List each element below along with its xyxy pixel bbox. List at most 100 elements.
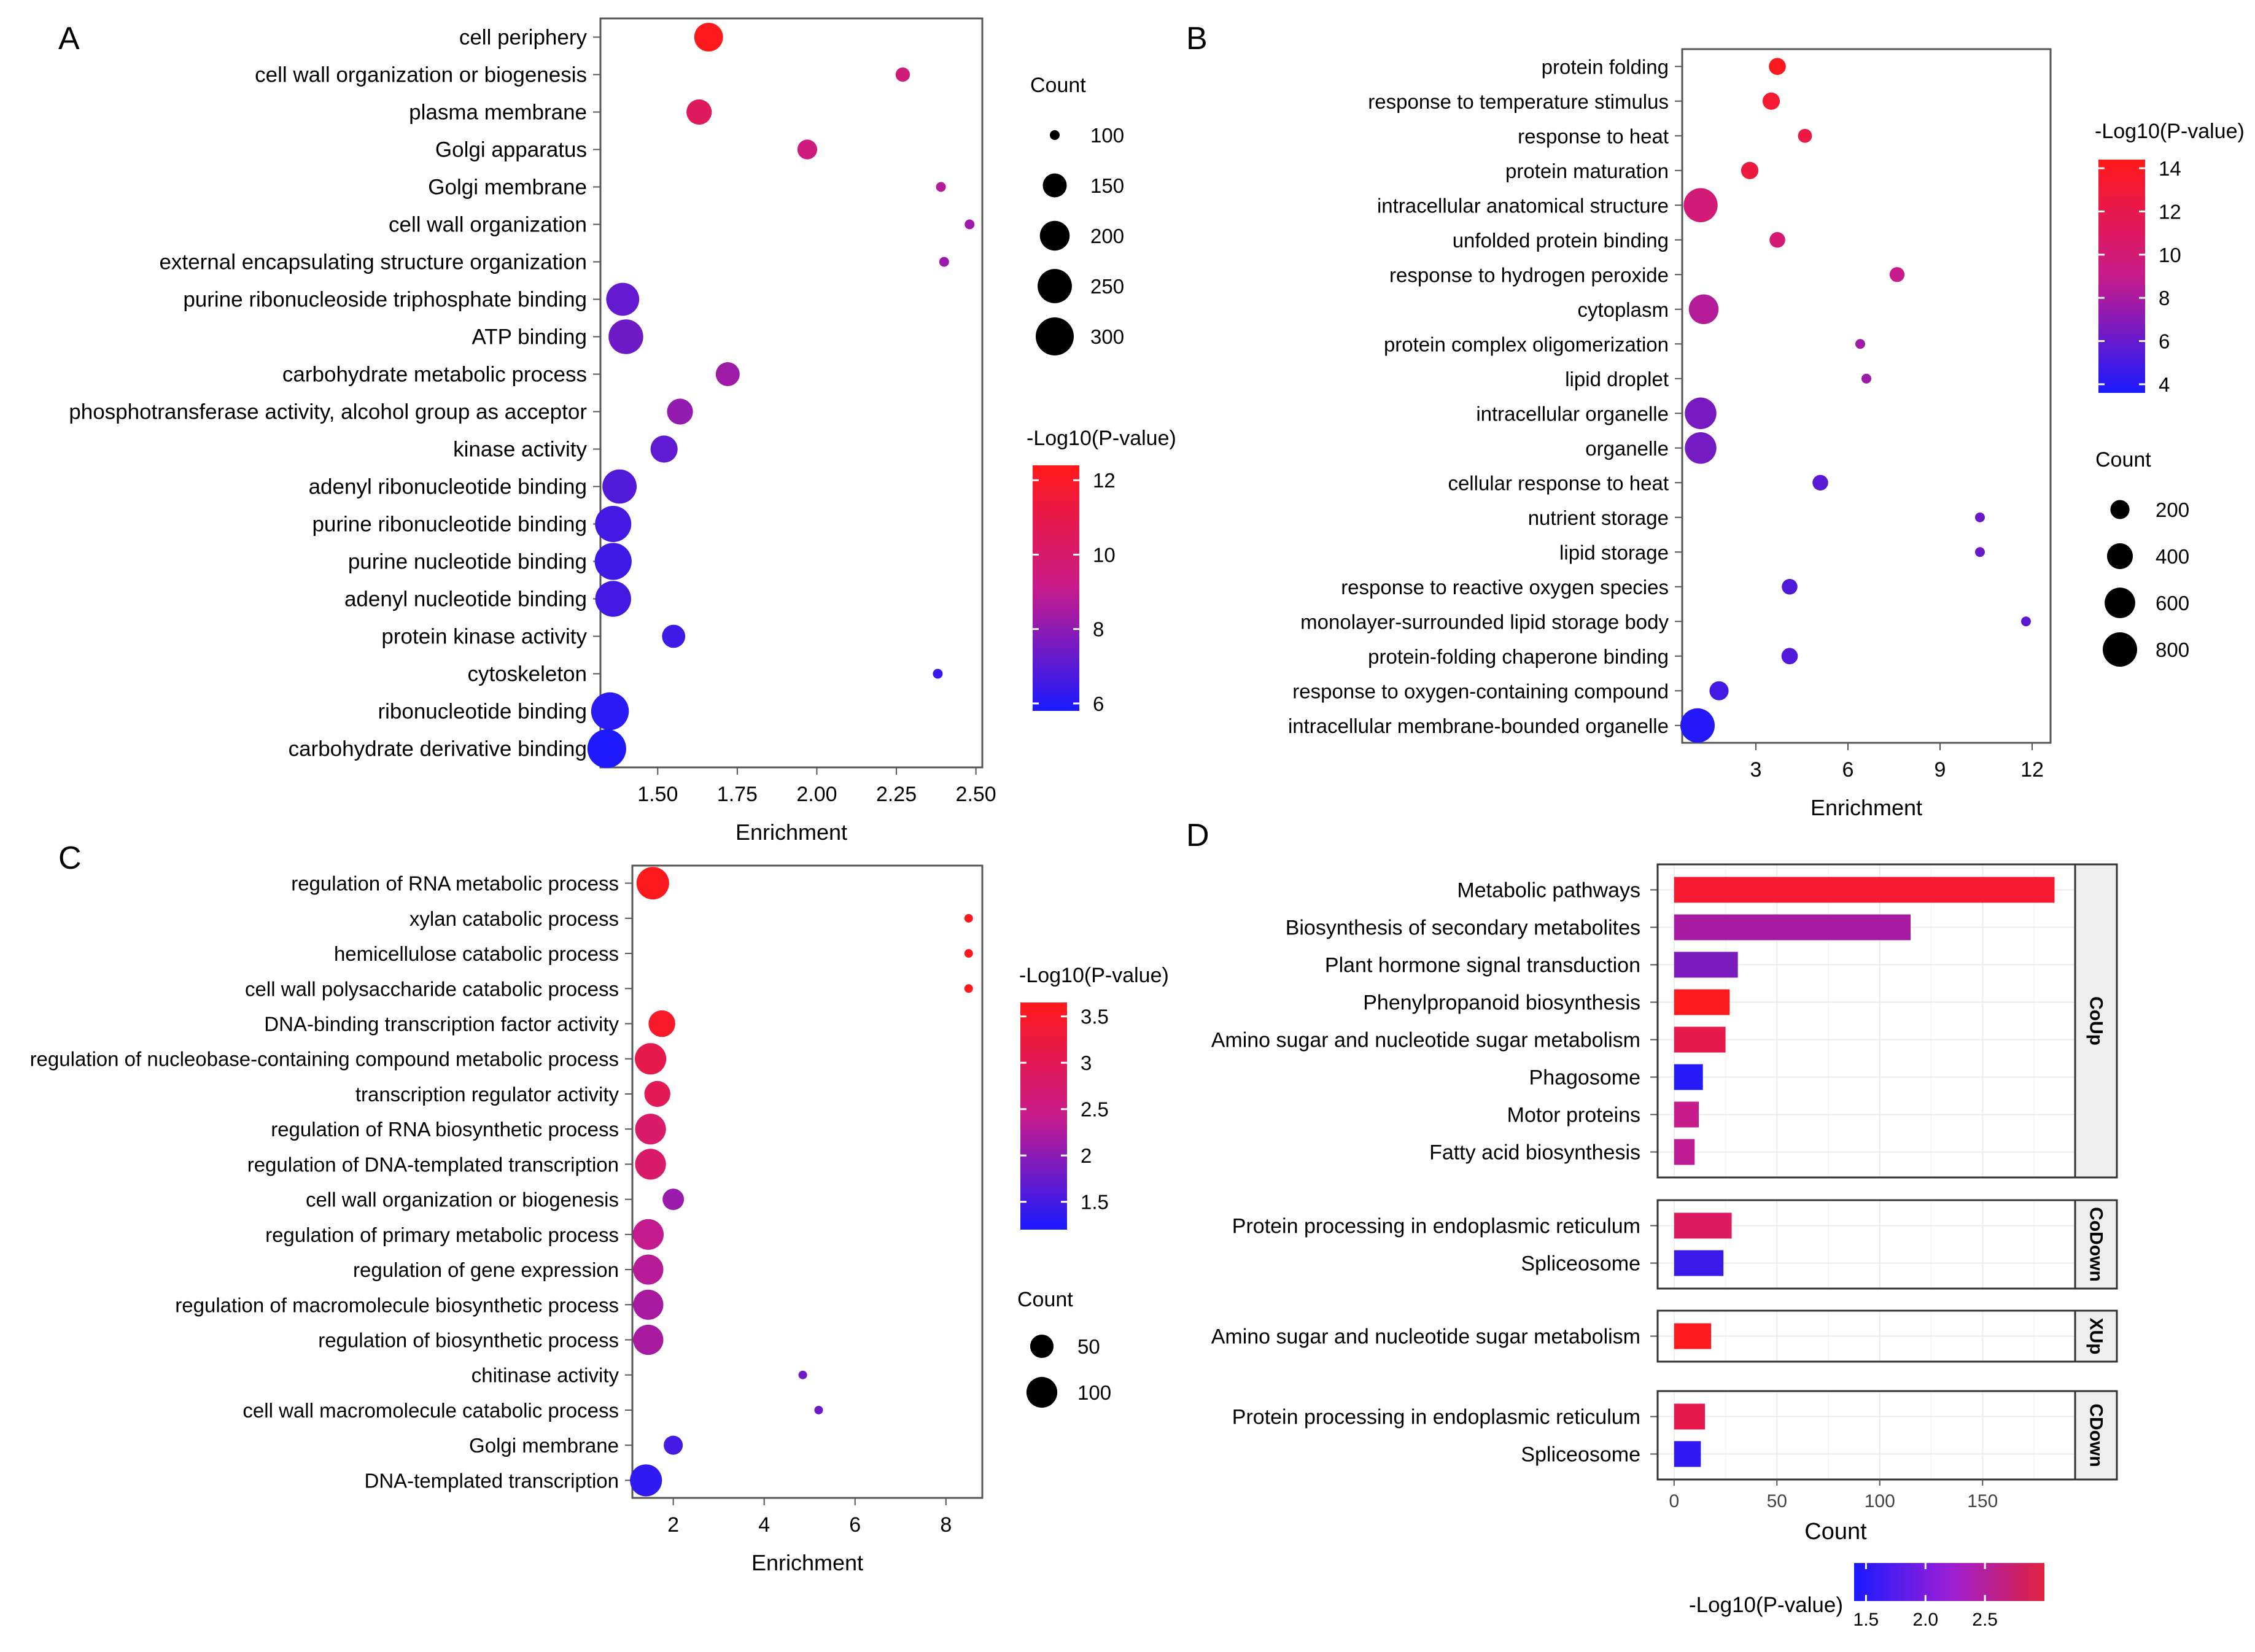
colorbar-tick-label: 6 — [2159, 330, 2170, 353]
term-label: external encapsulating structure organiz… — [159, 250, 587, 274]
count-bar — [1674, 1101, 1699, 1128]
term-label: monolayer-surrounded lipid storage body — [1300, 610, 1669, 633]
term-label: regulation of RNA biosynthetic process — [271, 1118, 619, 1141]
x-tick-label: 2.50 — [956, 783, 996, 806]
category-label: Amino sugar and nucleotide sugar metabol… — [1211, 1029, 1640, 1052]
colorbar-tick-label: 1.5 — [1081, 1191, 1109, 1214]
term-label: regulation of primary metabolic process — [265, 1223, 619, 1246]
size-legend-label: 250 — [1090, 275, 1124, 298]
count-bar — [1674, 1139, 1695, 1165]
size-legend-label: 300 — [1090, 325, 1124, 348]
term-label: response to reactive oxygen species — [1341, 576, 1669, 599]
term-dot — [633, 1254, 664, 1285]
term-dot — [648, 1010, 675, 1037]
count-bar — [1674, 1323, 1712, 1349]
term-dot — [1683, 188, 1718, 222]
term-label: intracellular organelle — [1476, 402, 1669, 425]
colorbar-title: -Log10(P-value) — [1689, 1593, 1843, 1617]
term-label: response to heat — [1518, 125, 1669, 147]
term-label: adenyl ribonucleotide binding — [309, 475, 587, 499]
size-legend-dot — [1038, 269, 1072, 303]
x-tick-label: 3 — [1750, 758, 1762, 781]
term-dot — [1762, 92, 1780, 110]
term-label: cell wall organization or biogenesis — [306, 1189, 619, 1211]
category-label: Protein processing in endoplasmic reticu… — [1232, 1215, 1640, 1238]
x-tick-label: 50 — [1767, 1491, 1787, 1511]
term-label: lipid droplet — [1565, 368, 1669, 390]
term-label: ribonucleotide binding — [378, 700, 587, 724]
term-dot — [1975, 547, 1985, 557]
term-dot — [635, 1114, 666, 1145]
term-label: regulation of RNA metabolic process — [291, 872, 619, 895]
term-label: purine nucleotide binding — [348, 550, 587, 574]
x-axis-title: Enrichment — [751, 1550, 863, 1575]
term-dot — [608, 319, 643, 354]
term-dot — [686, 99, 712, 125]
term-label: protein maturation — [1505, 160, 1669, 182]
term-label: cell wall organization or biogenesis — [255, 63, 587, 87]
category-label: Fatty acid biosynthesis — [1429, 1141, 1640, 1165]
x-tick-label: 1.75 — [717, 783, 758, 806]
count-bar — [1674, 952, 1738, 978]
x-tick-label: 100 — [1865, 1491, 1895, 1511]
term-label: chitinase activity — [472, 1364, 619, 1387]
term-dot — [662, 1189, 685, 1211]
colorbar-tick-label: 6 — [1093, 692, 1104, 715]
colorbar-title: -Log10(P-value) — [1027, 427, 1176, 450]
colorbar-tick-label: 12 — [1093, 469, 1116, 492]
colorbar — [1854, 1563, 2044, 1601]
term-label: phosphotransferase activity, alcohol gro… — [69, 400, 587, 424]
category-label: Motor proteins — [1507, 1104, 1640, 1127]
panel-letter: C — [58, 840, 82, 876]
term-dot — [635, 1043, 667, 1075]
count-bar — [1674, 877, 2055, 903]
x-tick-label: 1.50 — [637, 783, 678, 806]
term-dot — [633, 1289, 664, 1320]
term-dot — [933, 669, 943, 679]
x-tick-label: 4 — [758, 1513, 770, 1537]
category-label: Spliceosome — [1521, 1443, 1640, 1467]
x-axis-title: Enrichment — [735, 820, 847, 845]
category-label: Phenylpropanoid biosynthesis — [1363, 991, 1640, 1015]
size-legend-label: 600 — [2156, 592, 2189, 615]
term-dot — [936, 182, 946, 192]
term-label: regulation of gene expression — [353, 1258, 619, 1281]
size-legend-dot — [1050, 130, 1060, 140]
term-dot — [694, 23, 723, 52]
term-dot — [1769, 231, 1785, 248]
x-tick-label: 2.00 — [796, 783, 837, 806]
term-dot — [798, 1370, 807, 1379]
size-legend-label: 200 — [2156, 498, 2189, 521]
size-legend-title: Count — [1017, 1288, 1073, 1311]
size-legend-dot — [2105, 588, 2135, 618]
term-dot — [644, 1080, 670, 1107]
size-legend-dot — [2103, 632, 2137, 667]
size-legend-label: 800 — [2156, 638, 2189, 661]
facet-strip — [2074, 1309, 2118, 1363]
term-dot — [964, 949, 973, 958]
term-dot — [715, 362, 740, 386]
facet-label: CDown — [2086, 1403, 2106, 1467]
size-legend-dot — [1026, 1376, 1058, 1408]
term-label: lipid storage — [1559, 541, 1669, 564]
x-tick-label: 12 — [2020, 758, 2044, 781]
panel-letter: B — [1186, 21, 1208, 56]
category-label: Biosynthesis of secondary metabolites — [1286, 917, 1640, 940]
count-bar — [1674, 1212, 1732, 1239]
count-bar — [1674, 989, 1730, 1015]
colorbar-tick-label: 10 — [2159, 244, 2181, 266]
term-dot — [964, 913, 973, 923]
panel-letter: D — [1186, 818, 1209, 853]
category-label: Amino sugar and nucleotide sugar metabol… — [1211, 1325, 1640, 1349]
term-label: regulation of DNA-templated transcriptio… — [247, 1153, 619, 1176]
term-label: transcription regulator activity — [355, 1083, 619, 1106]
term-label: purine ribonucleoside triphosphate bindi… — [183, 288, 587, 312]
term-dot — [633, 1324, 664, 1355]
colorbar-tick-label: 8 — [2159, 287, 2170, 309]
term-label: protein kinase activity — [381, 625, 587, 649]
x-tick-label: 6 — [849, 1513, 861, 1537]
term-label: protein-folding chaperone binding — [1368, 645, 1669, 668]
